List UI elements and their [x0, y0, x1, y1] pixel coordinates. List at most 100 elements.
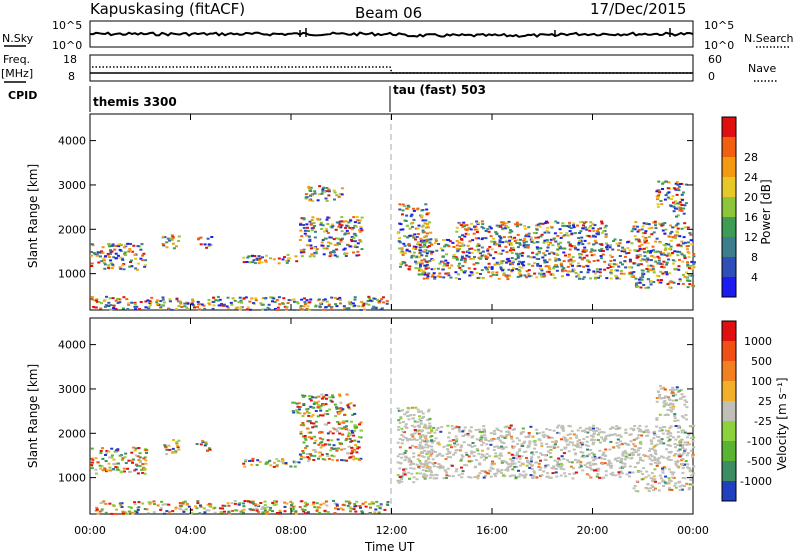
heatmap-cell [640, 430, 644, 433]
heatmap-cell [480, 254, 484, 257]
heatmap-cell [240, 509, 244, 512]
heatmap-cell [661, 471, 665, 474]
heatmap-cell [643, 258, 647, 261]
heatmap-cell [300, 508, 304, 511]
heatmap-cell [593, 235, 597, 238]
heatmap-cell [353, 296, 357, 299]
heatmap-cell [111, 244, 115, 247]
heatmap-cell [685, 466, 689, 469]
heatmap-cell [546, 241, 550, 244]
heatmap-cell [122, 263, 126, 266]
heatmap-cell [571, 477, 575, 480]
heatmap-cell [510, 474, 514, 477]
heatmap-cell [658, 241, 662, 244]
heatmap-cell [671, 476, 675, 479]
heatmap-cell [128, 471, 131, 474]
heatmap-cell [652, 249, 656, 252]
heatmap-cell [661, 479, 665, 482]
heatmap-cell [439, 260, 443, 263]
heatmap-cell [587, 242, 591, 245]
heatmap-cell [298, 506, 302, 509]
heatmap-cell [598, 476, 602, 479]
heatmap-cell [145, 508, 149, 511]
heatmap-cell [302, 251, 306, 254]
heatmap-cell [350, 420, 353, 423]
heatmap-cell [100, 508, 104, 511]
heatmap-cell [424, 219, 428, 222]
heatmap-cell [299, 306, 303, 309]
heatmap-cell [555, 475, 559, 478]
heatmap-cell [118, 301, 122, 304]
heatmap-cell [583, 251, 587, 253]
heatmap-cell [250, 297, 254, 300]
heatmap-cell [183, 302, 187, 305]
heatmap-cell [506, 430, 510, 433]
heatmap-cell [360, 300, 364, 303]
heatmap-cell [200, 303, 204, 306]
heatmap-cell [435, 455, 439, 458]
heatmap-cell [553, 459, 557, 462]
heatmap-cell [254, 504, 258, 507]
heatmap-cell [196, 502, 200, 505]
heatmap-cell [111, 263, 115, 266]
heatmap-cell [412, 247, 416, 250]
heatmap-cell [326, 231, 330, 234]
heatmap-cell [114, 244, 118, 247]
heatmap-cell [576, 442, 580, 445]
heatmap-cell [688, 487, 692, 489]
heatmap-cell [683, 431, 687, 434]
heatmap-cell [373, 511, 377, 514]
heatmap-cell [563, 438, 567, 441]
heatmap-cell [242, 505, 246, 508]
heatmap-cell [681, 447, 685, 450]
heatmap-cell [265, 254, 268, 257]
heatmap-cell [683, 463, 687, 466]
heatmap-cell [656, 279, 660, 282]
heatmap-cell [474, 465, 477, 468]
heatmap-cell [516, 223, 520, 226]
heatmap-cell [301, 423, 305, 426]
heatmap-cell [552, 446, 556, 449]
heatmap-cell [492, 240, 496, 243]
heatmap-cell [334, 507, 337, 510]
heatmap-cell [452, 246, 456, 248]
heatmap-cell [678, 250, 681, 253]
heatmap-cell [309, 188, 312, 191]
heatmap-cell [376, 299, 379, 301]
heatmap-cell [134, 454, 138, 457]
heatmap-cell [537, 465, 541, 468]
heatmap-cell [512, 457, 516, 459]
heatmap-cell [469, 257, 473, 260]
heatmap-cell [354, 225, 358, 228]
heatmap-cell [330, 454, 334, 457]
heatmap-cell [408, 227, 412, 230]
heatmap-cell [242, 261, 246, 264]
heatmap-cell [655, 400, 659, 403]
heatmap-cell [398, 247, 402, 250]
heatmap-cell [653, 433, 657, 436]
heatmap-cell [484, 256, 488, 258]
heatmap-cell [258, 460, 262, 463]
heatmap-cell [149, 501, 153, 504]
heatmap-cell [641, 258, 645, 261]
heatmap-cell [90, 467, 94, 470]
heatmap-cell [347, 445, 351, 448]
heatmap-cell [403, 473, 407, 476]
heatmap-cell [353, 240, 357, 243]
heatmap-cell [677, 424, 681, 427]
heatmap-cell [513, 240, 517, 242]
heatmap-cell [644, 486, 648, 489]
heatmap-cell [561, 222, 565, 225]
heatmap-cell [552, 252, 556, 255]
heatmap-cell [263, 297, 267, 300]
heatmap-cell [533, 441, 537, 444]
heatmap-cell [660, 253, 664, 256]
heatmap-cell [133, 510, 137, 513]
heatmap-cell [603, 462, 607, 465]
heatmap-cell [510, 251, 514, 254]
heatmap-cell [676, 426, 680, 429]
heatmap-cell [674, 236, 677, 239]
heatmap-cell [500, 471, 504, 474]
heatmap-cell [332, 455, 336, 458]
heatmap-cell [165, 448, 169, 451]
